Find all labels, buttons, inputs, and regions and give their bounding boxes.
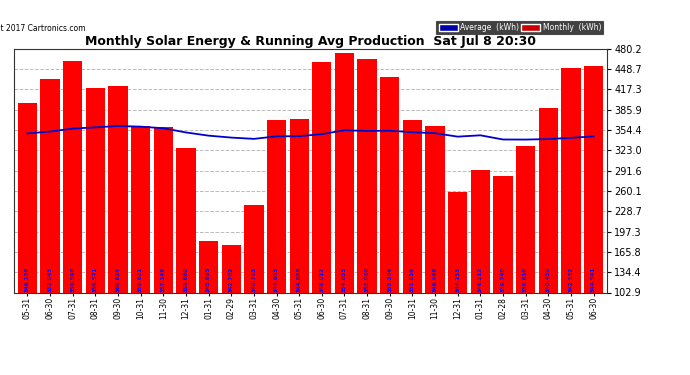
Bar [357, 58, 377, 292]
Bar [290, 118, 309, 292]
Bar [41, 79, 59, 292]
Text: 351.010: 351.010 [410, 267, 415, 292]
Bar [403, 120, 422, 292]
Text: 339.610: 339.610 [523, 267, 528, 292]
Text: 360.624: 360.624 [115, 267, 121, 292]
Bar [584, 66, 603, 292]
Text: 353.030: 353.030 [364, 267, 370, 292]
Text: 344.541: 344.541 [591, 267, 596, 292]
Bar [63, 60, 82, 292]
Bar [380, 77, 400, 292]
Text: 339.740: 339.740 [500, 267, 506, 292]
Text: 358.571: 358.571 [93, 267, 98, 292]
Text: 344.605: 344.605 [274, 267, 279, 292]
Bar [335, 53, 354, 292]
Bar [131, 126, 150, 292]
Bar [562, 68, 580, 292]
Legend: Average  (kWh), Monthly  (kWh): Average (kWh), Monthly (kWh) [436, 21, 603, 34]
Text: 342.352: 342.352 [569, 267, 573, 292]
Bar [154, 127, 173, 292]
Text: 353.304: 353.304 [387, 267, 393, 292]
Bar [539, 108, 558, 292]
Bar [448, 192, 467, 292]
Text: 359.621: 359.621 [138, 267, 143, 292]
Text: 340.430: 340.430 [546, 267, 551, 292]
Bar [199, 242, 218, 292]
Bar [471, 170, 490, 292]
Text: 349.469: 349.469 [433, 267, 437, 292]
Text: 354.035: 354.035 [342, 267, 347, 292]
Text: 345.695: 345.695 [206, 267, 211, 292]
Text: 350.660: 350.660 [184, 267, 188, 292]
Text: Copyright 2017 Cartronics.com: Copyright 2017 Cartronics.com [0, 24, 86, 33]
Text: 356.590: 356.590 [70, 267, 75, 292]
Title: Monthly Solar Energy & Running Avg Production  Sat Jul 8 20:30: Monthly Solar Energy & Running Avg Produ… [85, 34, 536, 48]
Bar [312, 63, 331, 292]
Text: 349.138: 349.138 [25, 267, 30, 292]
Text: 344.155: 344.155 [455, 267, 460, 292]
Text: 357.149: 357.149 [161, 267, 166, 292]
Bar [108, 86, 128, 292]
Bar [267, 120, 286, 292]
Bar [516, 146, 535, 292]
Text: 344.886: 344.886 [297, 267, 302, 292]
Bar [493, 176, 513, 292]
Bar [426, 126, 444, 292]
Text: 352.043: 352.043 [48, 267, 52, 292]
Text: 346.212: 346.212 [478, 267, 483, 292]
Bar [86, 88, 105, 292]
Text: 342.702: 342.702 [228, 267, 234, 292]
Bar [18, 102, 37, 292]
Bar [177, 148, 195, 292]
Bar [221, 245, 241, 292]
Bar [244, 205, 264, 292]
Text: 348.012: 348.012 [319, 267, 324, 292]
Text: 340.703: 340.703 [251, 267, 257, 292]
